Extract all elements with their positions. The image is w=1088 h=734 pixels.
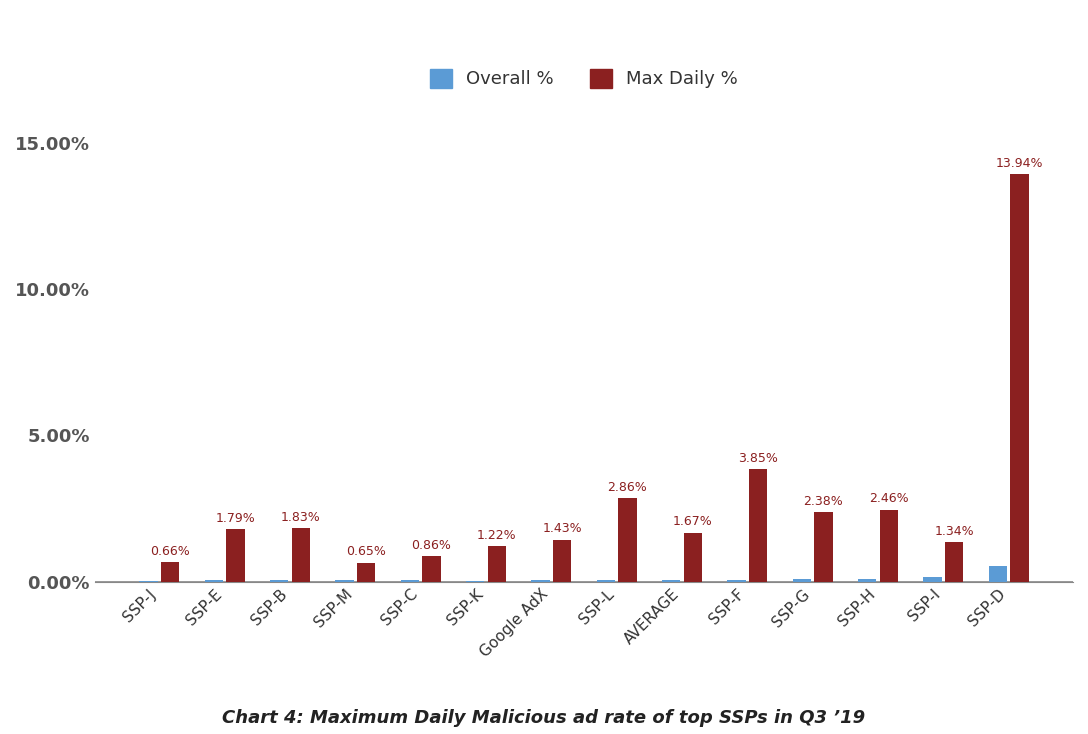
Bar: [793, 578, 811, 581]
Bar: [357, 562, 375, 581]
Bar: [161, 562, 180, 581]
Text: 1.34%: 1.34%: [935, 525, 974, 538]
Text: 3.85%: 3.85%: [738, 451, 778, 465]
Text: 1.43%: 1.43%: [542, 523, 582, 535]
Bar: [553, 539, 571, 581]
Bar: [335, 580, 354, 581]
Bar: [1011, 174, 1028, 581]
Bar: [683, 533, 702, 581]
Bar: [989, 565, 1007, 581]
Bar: [487, 546, 506, 581]
Bar: [749, 469, 767, 581]
Bar: [618, 498, 636, 581]
Text: 2.46%: 2.46%: [869, 493, 908, 505]
Text: 0.66%: 0.66%: [150, 545, 190, 558]
Text: 1.83%: 1.83%: [281, 511, 321, 524]
Text: Chart 4: Maximum Daily Malicious ad rate of top SSPs in Q3 ’19: Chart 4: Maximum Daily Malicious ad rate…: [222, 708, 866, 727]
Bar: [226, 529, 245, 581]
Bar: [292, 528, 310, 581]
Bar: [944, 542, 963, 581]
Bar: [924, 577, 941, 581]
Text: 0.86%: 0.86%: [411, 539, 452, 552]
Bar: [858, 578, 876, 581]
Bar: [531, 580, 549, 581]
Bar: [422, 556, 441, 581]
Text: 13.94%: 13.94%: [996, 156, 1043, 170]
Text: 2.86%: 2.86%: [607, 481, 647, 493]
Bar: [814, 512, 832, 581]
Text: 1.67%: 1.67%: [672, 515, 713, 528]
Bar: [879, 509, 898, 581]
Bar: [596, 580, 615, 581]
Text: 0.65%: 0.65%: [346, 545, 386, 559]
Bar: [662, 580, 680, 581]
Text: 2.38%: 2.38%: [804, 495, 843, 508]
Text: 1.79%: 1.79%: [215, 512, 256, 525]
Text: 1.22%: 1.22%: [477, 528, 517, 542]
Bar: [728, 580, 745, 581]
Legend: Overall %, Max Daily %: Overall %, Max Daily %: [421, 60, 746, 98]
